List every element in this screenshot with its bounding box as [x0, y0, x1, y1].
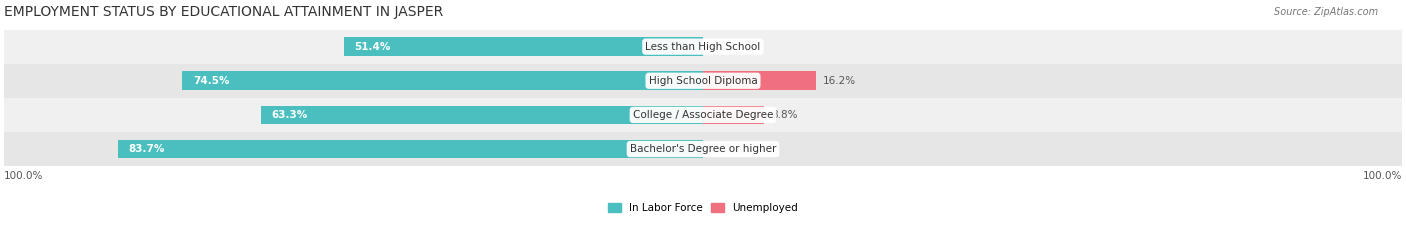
Text: College / Associate Degree: College / Associate Degree [633, 110, 773, 120]
Bar [4, 98, 1402, 132]
Bar [4, 64, 1402, 98]
Bar [118, 140, 703, 158]
Bar [260, 106, 703, 124]
Text: 0.0%: 0.0% [710, 42, 737, 52]
Bar [4, 132, 1402, 166]
Text: Source: ZipAtlas.com: Source: ZipAtlas.com [1274, 7, 1378, 17]
Text: 8.8%: 8.8% [772, 110, 799, 120]
Text: 0.0%: 0.0% [710, 144, 737, 154]
Bar [703, 106, 765, 124]
Text: EMPLOYMENT STATUS BY EDUCATIONAL ATTAINMENT IN JASPER: EMPLOYMENT STATUS BY EDUCATIONAL ATTAINM… [4, 5, 443, 19]
Bar [703, 71, 817, 90]
Bar [344, 37, 703, 56]
Text: Less than High School: Less than High School [645, 42, 761, 52]
Text: Bachelor's Degree or higher: Bachelor's Degree or higher [630, 144, 776, 154]
Text: 74.5%: 74.5% [193, 76, 229, 86]
Text: High School Diploma: High School Diploma [648, 76, 758, 86]
Text: 100.0%: 100.0% [4, 171, 44, 181]
Bar [4, 30, 1402, 64]
Text: 83.7%: 83.7% [128, 144, 165, 154]
Text: 100.0%: 100.0% [1362, 171, 1402, 181]
Text: 51.4%: 51.4% [354, 42, 391, 52]
Text: 63.3%: 63.3% [271, 110, 308, 120]
Text: 16.2%: 16.2% [823, 76, 856, 86]
Bar [183, 71, 703, 90]
Legend: In Labor Force, Unemployed: In Labor Force, Unemployed [605, 199, 801, 217]
